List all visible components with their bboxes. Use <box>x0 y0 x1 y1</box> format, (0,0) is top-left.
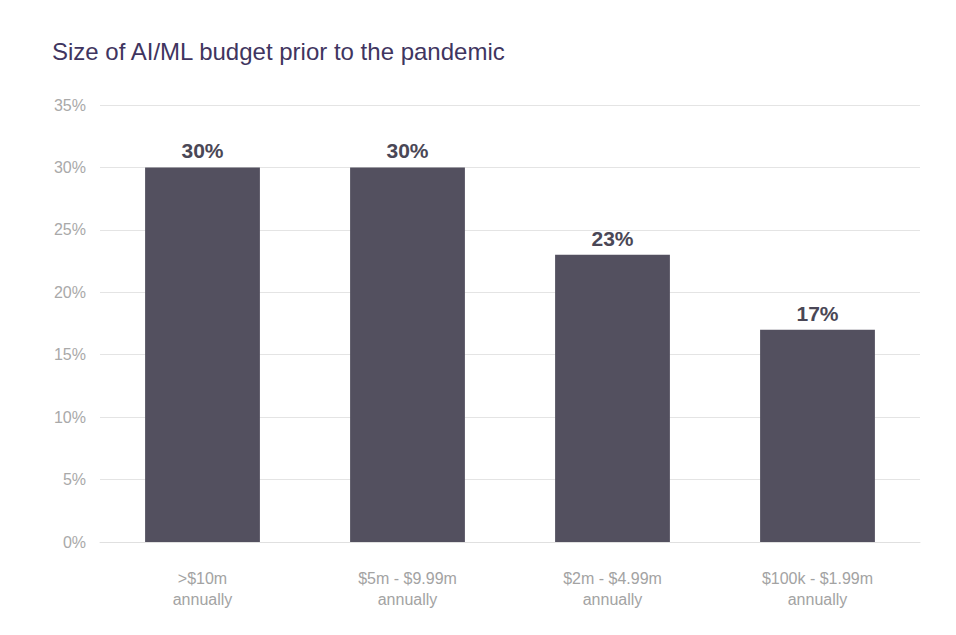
svg-text:10%: 10% <box>54 409 86 426</box>
svg-text:20%: 20% <box>54 284 86 301</box>
svg-text:0%: 0% <box>63 534 86 551</box>
svg-text:23%: 23% <box>591 227 633 250</box>
svg-text:annually: annually <box>583 591 643 608</box>
svg-text:17%: 17% <box>796 302 838 325</box>
svg-text:>$10m: >$10m <box>178 570 227 587</box>
svg-text:annually: annually <box>173 591 233 608</box>
svg-text:$2m - $4.99m: $2m - $4.99m <box>563 570 662 587</box>
svg-text:30%: 30% <box>181 139 223 162</box>
svg-text:$5m - $9.99m: $5m - $9.99m <box>358 570 457 587</box>
svg-text:Size of AI/ML budget prior to: Size of AI/ML budget prior to the pandem… <box>52 38 505 65</box>
svg-text:$100k - $1.99m: $100k - $1.99m <box>762 570 873 587</box>
svg-text:35%: 35% <box>54 97 86 114</box>
svg-text:annually: annually <box>788 591 848 608</box>
svg-text:30%: 30% <box>386 139 428 162</box>
svg-text:5%: 5% <box>63 471 86 488</box>
svg-text:30%: 30% <box>54 159 86 176</box>
svg-text:15%: 15% <box>54 346 86 363</box>
svg-text:25%: 25% <box>54 221 86 238</box>
svg-text:annually: annually <box>378 591 438 608</box>
